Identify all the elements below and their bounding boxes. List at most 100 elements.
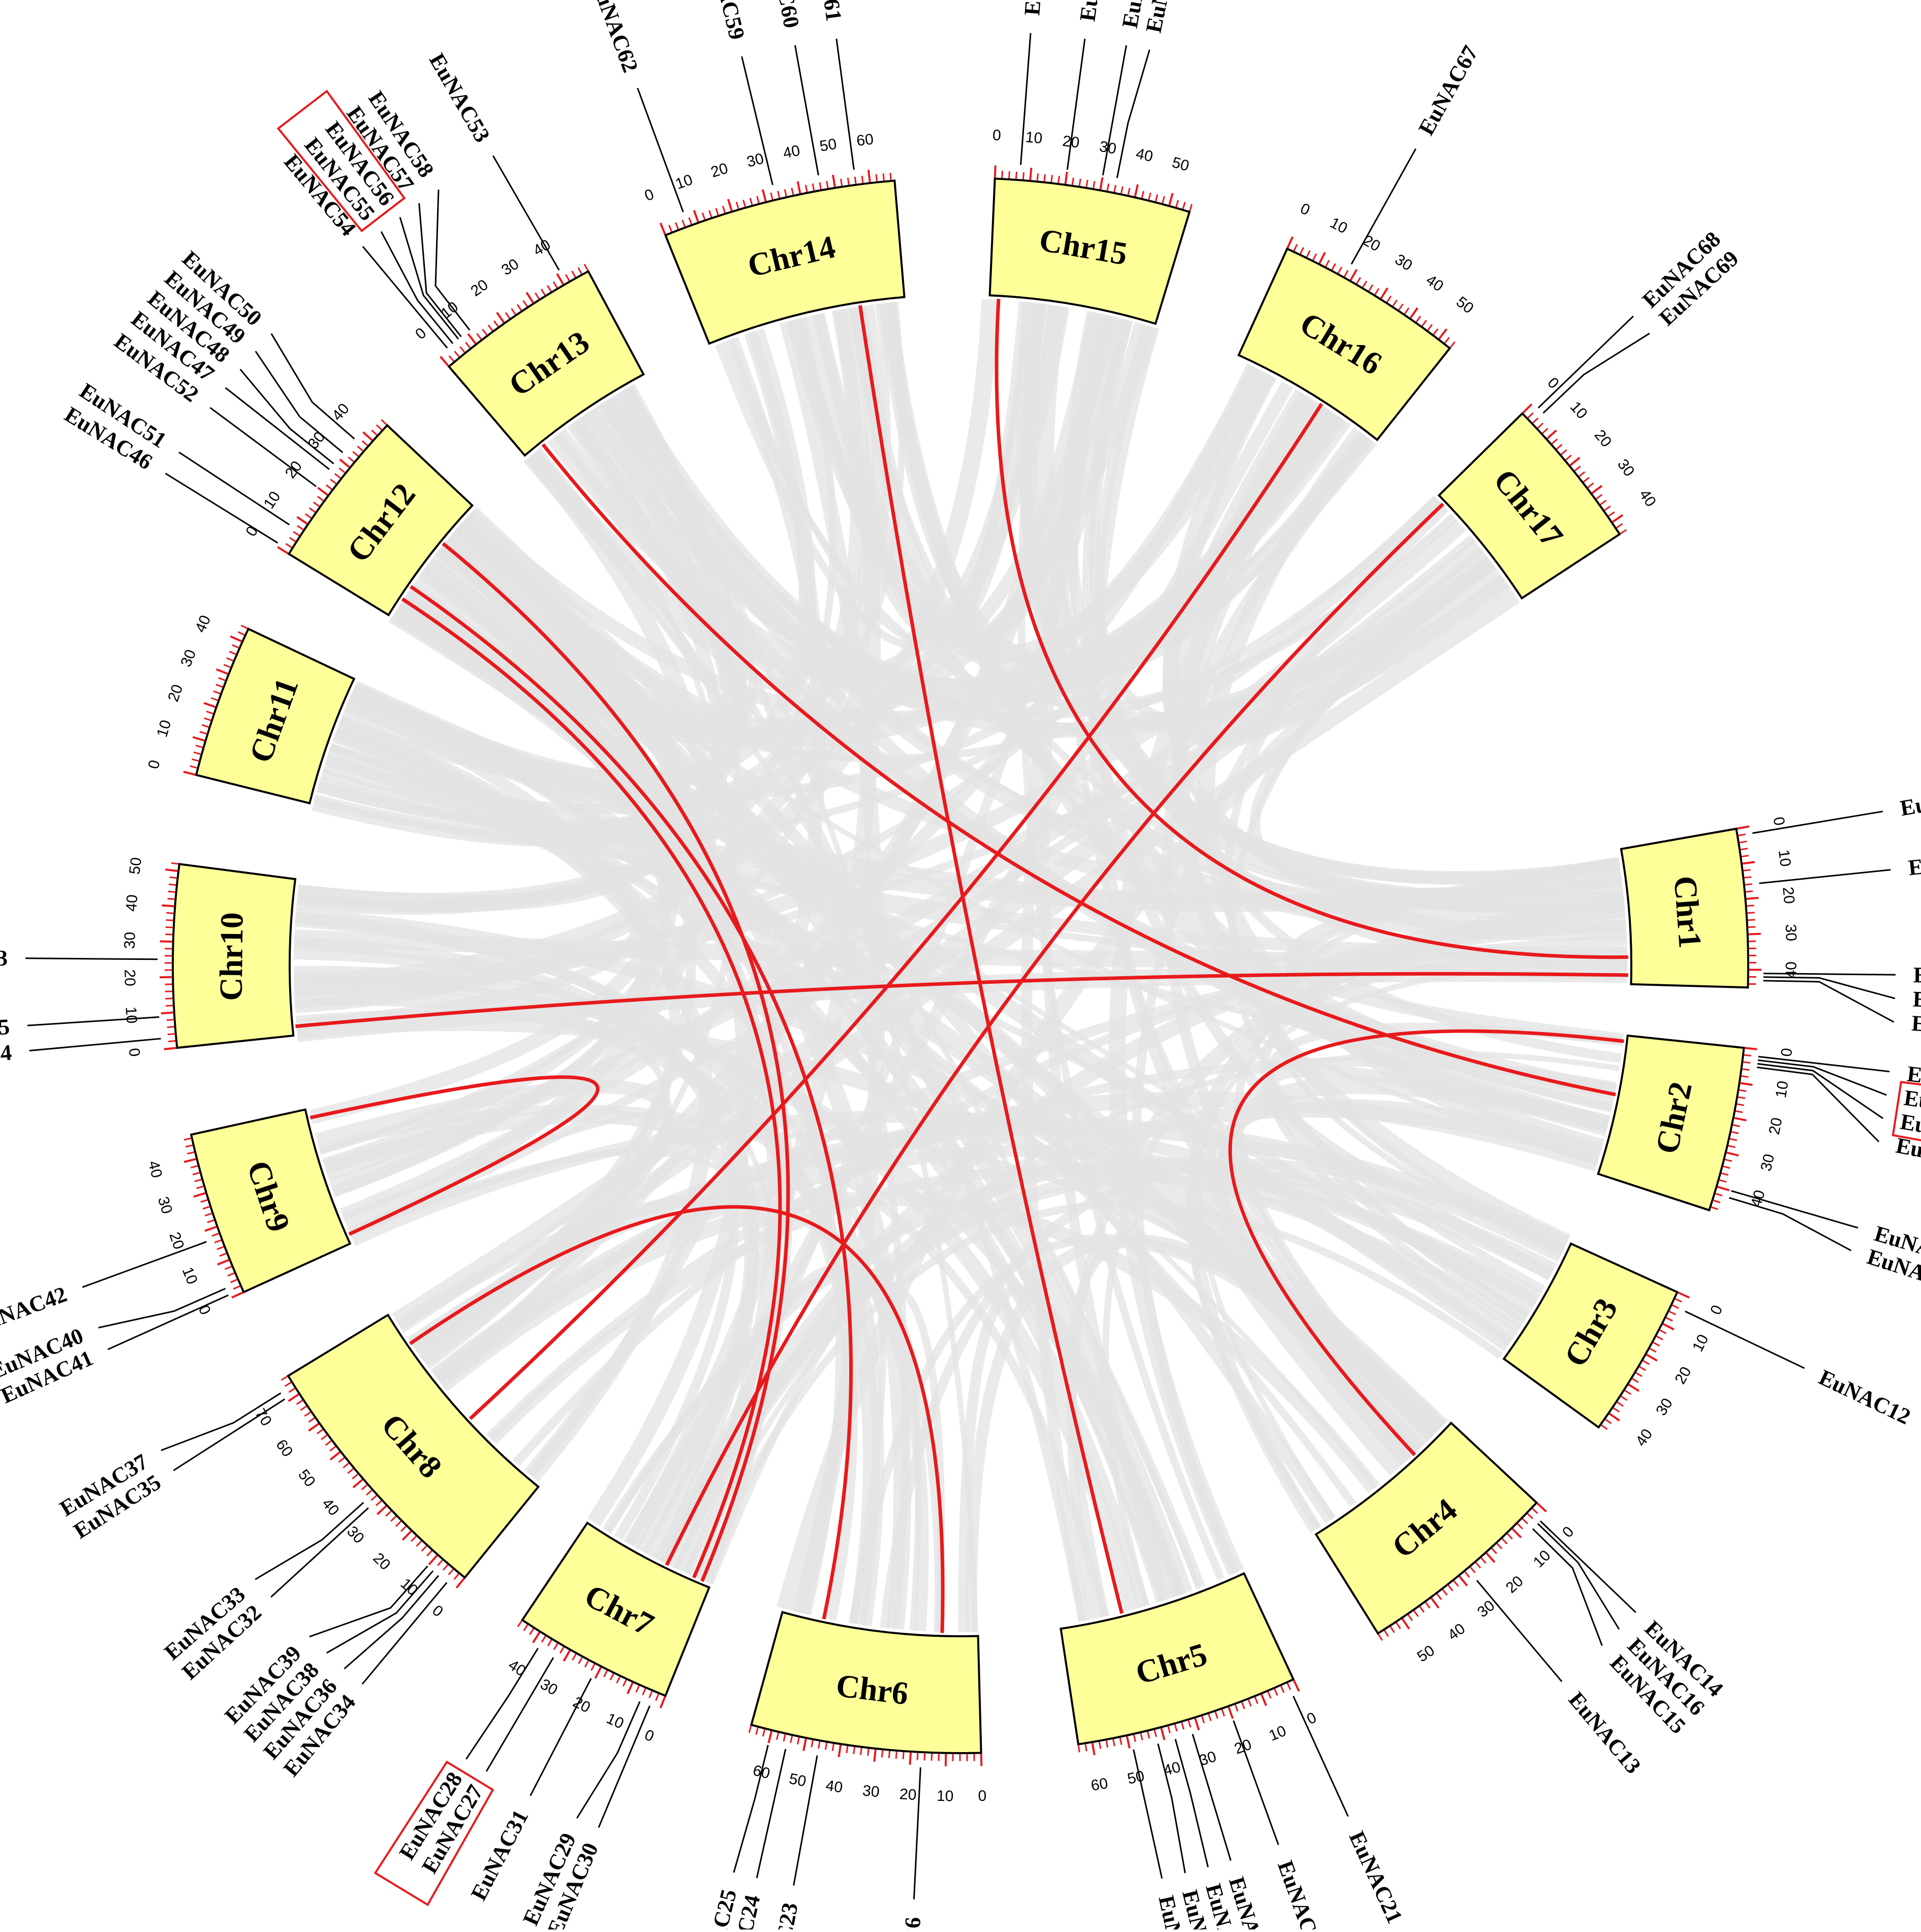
gene-label-eunac67: EuNAC67: [1413, 42, 1483, 140]
scale-tick: [798, 181, 800, 193]
scale-tick-label: 20: [899, 1786, 917, 1803]
scale-tick: [1743, 862, 1755, 863]
scale-tick: [861, 1748, 862, 1755]
scale-tick: [396, 1521, 401, 1526]
scale-tick: [1369, 285, 1373, 291]
scale-tick: [168, 891, 175, 892]
scale-tick: [308, 1418, 314, 1422]
scale-tick: [661, 223, 665, 234]
scale-tick: [623, 1680, 626, 1687]
scale-tick: [1209, 1714, 1211, 1721]
scale-tick: [165, 869, 177, 871]
scale-tick: [1737, 826, 1749, 828]
scale-tick: [438, 1560, 442, 1566]
scale-tick: [1600, 501, 1606, 505]
scale-tick-label: 0: [1559, 1523, 1577, 1541]
scale-tick: [750, 198, 752, 205]
scale-tick: [1566, 455, 1571, 460]
scale-tick-label: 30: [1614, 456, 1637, 479]
scale-tick: [217, 1247, 224, 1250]
scale-tick: [289, 1388, 295, 1392]
gene-label-eunac62: EuNAC62: [586, 0, 643, 76]
scale-tick-label: 30: [499, 256, 522, 279]
scale-tick: [449, 356, 454, 361]
scale-tick: [784, 1734, 785, 1741]
scale-tick: [187, 1152, 194, 1154]
scale-tick: [604, 1671, 607, 1677]
scale-tick: [661, 1697, 665, 1708]
scale-tick: [656, 1694, 658, 1701]
scale-tick: [1428, 325, 1432, 330]
scale-tick: [595, 1667, 601, 1678]
scale-tick-label: 0: [642, 1727, 657, 1746]
scale-tick-label: 50: [1170, 154, 1191, 175]
scale-tick: [1470, 1567, 1475, 1573]
scale-tick: [833, 175, 835, 187]
scale-tick-label: 40: [123, 894, 141, 912]
scale-tick: [238, 632, 244, 635]
scale-tick: [917, 1753, 918, 1760]
scale-tick: [763, 1729, 764, 1736]
scale-tick: [1719, 1180, 1726, 1182]
scale-tick: [1420, 1607, 1424, 1612]
scale-tick: [847, 1746, 848, 1753]
scale-tick: [203, 1207, 209, 1209]
gene-label-eunac12: EuNAC12: [1815, 1364, 1914, 1429]
scale-tick: [314, 502, 319, 506]
scale-tick: [723, 206, 725, 212]
scale-tick: [1575, 466, 1581, 471]
scale-tick: [1728, 1146, 1736, 1147]
scale-tick: [1727, 1152, 1739, 1156]
scale-tick: [288, 1394, 298, 1401]
scale-tick: [1127, 1736, 1130, 1748]
gene-label-eunac43: EuNAC43: [0, 945, 8, 971]
scale-tick: [195, 1179, 201, 1181]
scale-tick: [416, 1541, 421, 1546]
gene-connector: [1729, 1198, 1851, 1251]
scale-tick: [326, 485, 332, 489]
scale-tick: [440, 357, 448, 366]
scale-tick: [1523, 1519, 1528, 1524]
scale-tick: [339, 468, 345, 473]
scale-tick: [401, 1526, 406, 1532]
gene-connector: [25, 958, 158, 959]
scale-tick: [348, 457, 354, 462]
scale-tick: [1621, 530, 1627, 534]
scale-tick: [1723, 1166, 1730, 1168]
scale-tick-label: 10: [1327, 214, 1350, 237]
scale-tick: [617, 1677, 620, 1684]
scale-tick: [1745, 884, 1752, 885]
scale-tick-label: 10: [1773, 1080, 1792, 1099]
scale-tick: [290, 538, 296, 542]
scale-tick: [460, 347, 464, 352]
scale-tick: [376, 1501, 381, 1506]
scale-tick-label: 0: [978, 1788, 987, 1804]
scale-tick: [819, 1741, 820, 1749]
scale-tick: [1740, 842, 1747, 843]
scale-tick: [211, 698, 218, 700]
scale-tick: [1528, 413, 1533, 418]
scale-tick: [497, 313, 504, 323]
scale-tick: [1072, 178, 1073, 185]
scale-tick: [192, 759, 199, 761]
scale-tick-label: 50: [1414, 1642, 1438, 1665]
scale-tick: [585, 1661, 588, 1667]
scale-tick: [839, 1745, 841, 1757]
scale-tick: [1363, 281, 1367, 287]
scale-tick: [1465, 1572, 1470, 1577]
gene-connector: [1538, 316, 1633, 408]
scale-tick: [326, 1441, 331, 1445]
scale-tick-label: 10: [1266, 1723, 1288, 1744]
scale-tick: [201, 1200, 207, 1202]
scale-tick: [1605, 1419, 1611, 1423]
scale-tick: [304, 1412, 311, 1416]
scale-tick-label: 20: [468, 276, 491, 300]
scale-tick: [1326, 260, 1329, 266]
scale-tick: [1222, 1709, 1225, 1716]
scale-tick: [353, 1480, 362, 1488]
scale-tick-label: 30: [1757, 1152, 1778, 1173]
scale-tick: [184, 1138, 191, 1140]
scale-tick: [1300, 247, 1304, 254]
gene-connector: [271, 1508, 368, 1597]
scale-tick: [216, 669, 228, 674]
